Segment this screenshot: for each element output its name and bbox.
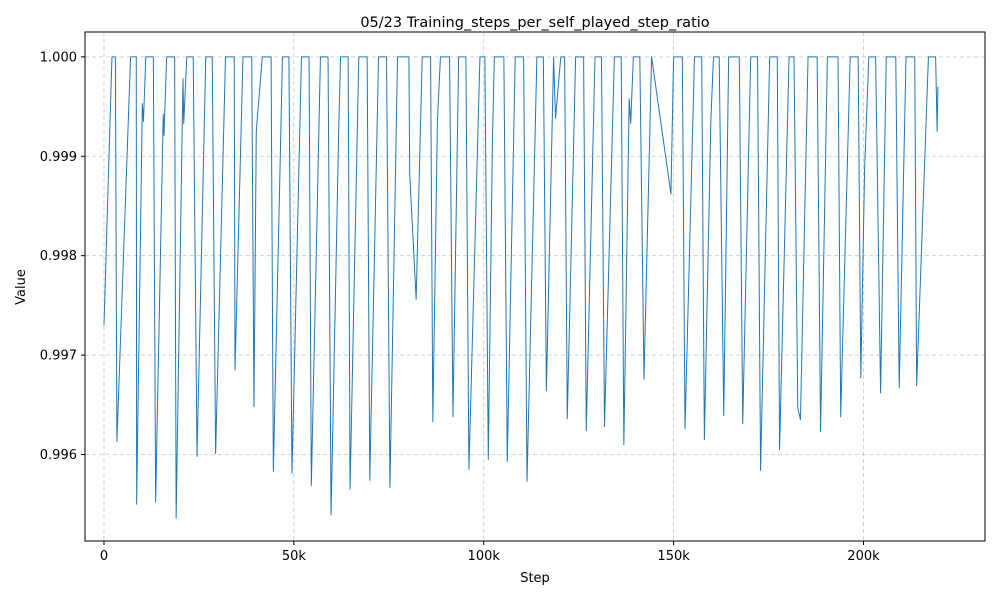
y-tick-label: 0.997	[40, 349, 77, 364]
y-tick-label: 0.998	[40, 249, 77, 264]
x-tick-label: 0	[100, 549, 108, 564]
y-tick-label: 0.999	[40, 150, 77, 165]
x-tick-label: 100k	[468, 549, 501, 564]
chart-title: 05/23 Training_steps_per_self_played_ste…	[360, 15, 709, 31]
plot-area-frame	[84, 31, 986, 542]
axis-ticks: 0 50k 100k 150k 200k 0.996 0.997 0.998 0.999 1.00…	[40, 50, 880, 564]
x-tick-label: 150k	[657, 549, 690, 564]
y-axis-label: Value	[14, 269, 29, 305]
data-series-layer	[103, 56, 939, 519]
y-tick-label: 0.996	[40, 448, 77, 463]
y-tick-label: 1.000	[40, 50, 77, 65]
x-tick-label: 50k	[282, 549, 307, 564]
x-axis-label: Step	[520, 571, 550, 586]
x-tick-label: 200k	[847, 549, 880, 564]
series-line	[103, 56, 939, 519]
